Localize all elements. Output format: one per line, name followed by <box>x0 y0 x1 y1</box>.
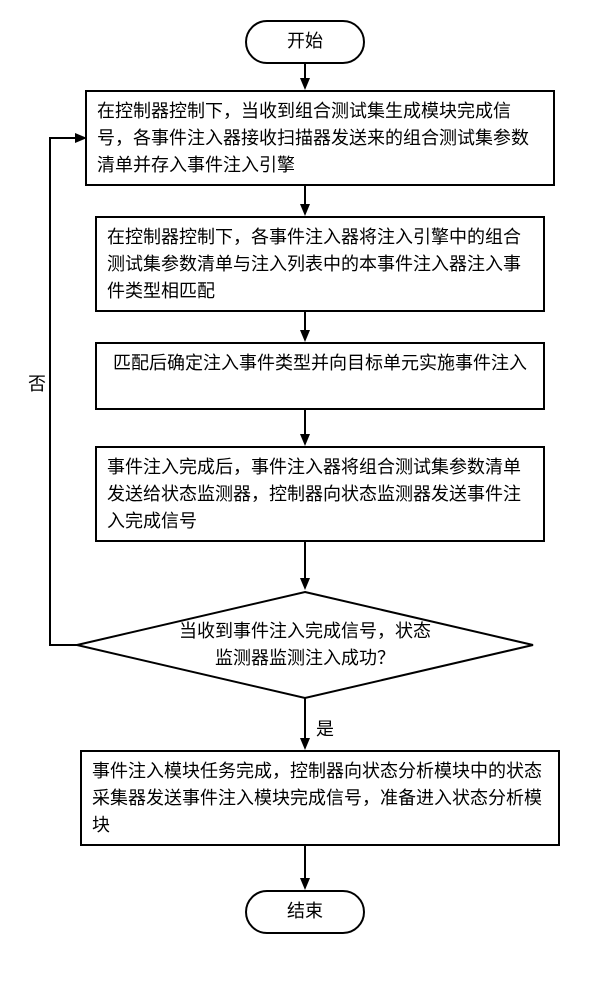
decision-1-line2: 监测器监测注入成功？ <box>215 648 395 668</box>
flowchart-container: 开始 在控制器控制下，当收到组合测试集生成模块完成信号，各事件注入器接收扫描器发… <box>20 20 573 980</box>
process-4-text: 事件注入完成后，事件注入器将组合测试集参数清单发送给状态监测器，控制器向状态监测… <box>107 457 521 531</box>
edge-p2-p3 <box>299 312 311 342</box>
edge-p1-p2 <box>299 186 311 216</box>
process-1-text: 在控制器控制下，当收到组合测试集生成模块完成信号，各事件注入器接收扫描器发送来的… <box>97 101 529 175</box>
edge-label-yes: 是 <box>316 715 334 741</box>
process-2: 在控制器控制下，各事件注入器将注入引擎中的组合测试集参数清单与注入列表中的本事件… <box>95 216 545 312</box>
end-node: 结束 <box>245 890 365 934</box>
decision-1: 当收到事件注入完成信号，状态 监测器监测注入成功？ <box>75 590 535 700</box>
process-1: 在控制器控制下，当收到组合测试集生成模块完成信号，各事件注入器接收扫描器发送来的… <box>85 90 555 186</box>
start-node: 开始 <box>245 20 365 64</box>
process-5-text: 事件注入模块任务完成，控制器向状态分析模块中的状态采集器发送事件注入模块完成信号… <box>92 761 542 835</box>
start-label: 开始 <box>287 31 323 53</box>
edge-p4-d1 <box>299 542 311 590</box>
edge-label-no: 否 <box>28 370 46 396</box>
process-3-text: 匹配后确定注入事件类型并向目标单元实施事件注入 <box>113 353 527 373</box>
edge-p3-p4 <box>299 410 311 446</box>
edge-start-p1 <box>299 64 311 90</box>
process-4: 事件注入完成后，事件注入器将组合测试集参数清单发送给状态监测器，控制器向状态监测… <box>95 446 545 542</box>
process-2-text: 在控制器控制下，各事件注入器将注入引擎中的组合测试集参数清单与注入列表中的本事件… <box>107 227 521 301</box>
edge-p5-end <box>299 846 311 890</box>
process-3: 匹配后确定注入事件类型并向目标单元实施事件注入 <box>95 342 545 410</box>
process-5: 事件注入模块任务完成，控制器向状态分析模块中的状态采集器发送事件注入模块完成信号… <box>80 750 560 846</box>
decision-1-line1: 当收到事件注入完成信号，状态 <box>179 621 431 641</box>
end-label: 结束 <box>287 901 323 923</box>
